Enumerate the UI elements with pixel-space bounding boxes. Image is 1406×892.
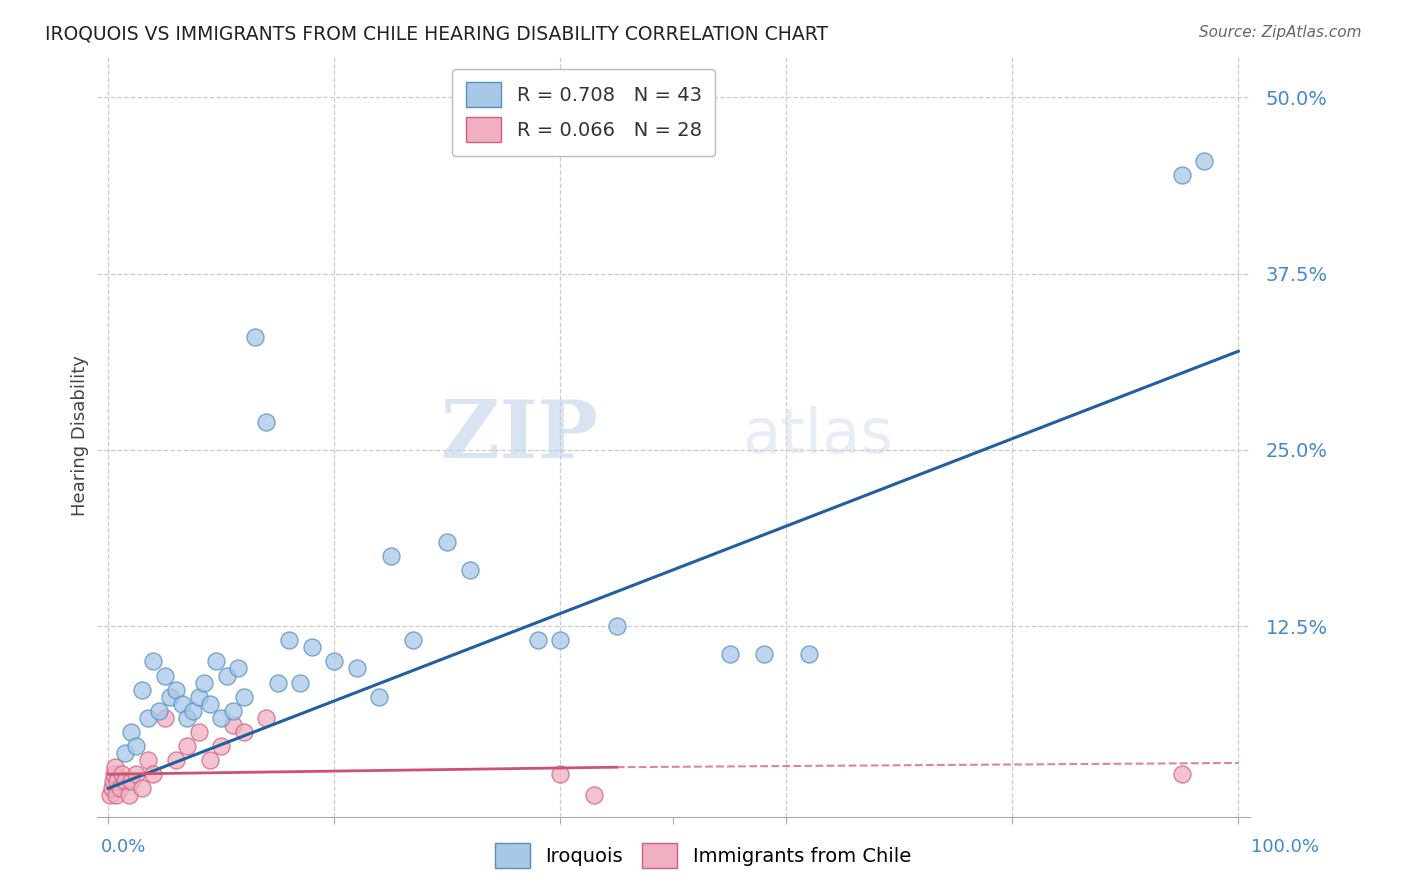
- Point: [368, 690, 391, 704]
- Legend: Iroquois, Immigrants from Chile: Iroquois, Immigrants from Chile: [485, 833, 921, 878]
- Point: [181, 704, 204, 718]
- Point: [176, 711, 198, 725]
- Point: [232, 725, 254, 739]
- Point: [198, 697, 221, 711]
- Point: [131, 781, 153, 796]
- Point: [187, 725, 209, 739]
- Point: [103, 767, 125, 781]
- Point: [125, 739, 148, 753]
- Legend: R = 0.708   N = 43, R = 0.066   N = 28: R = 0.708 N = 43, R = 0.066 N = 28: [453, 69, 716, 155]
- Point: [718, 648, 741, 662]
- Text: IROQUOIS VS IMMIGRANTS FROM CHILE HEARING DISABILITY CORRELATION CHART: IROQUOIS VS IMMIGRANTS FROM CHILE HEARIN…: [45, 25, 828, 44]
- Point: [148, 704, 170, 718]
- Point: [254, 415, 277, 429]
- Point: [125, 767, 148, 781]
- Point: [752, 648, 775, 662]
- Point: [153, 711, 176, 725]
- Point: [290, 675, 312, 690]
- Y-axis label: Hearing Disability: Hearing Disability: [72, 355, 89, 516]
- Text: ZIP: ZIP: [441, 397, 599, 475]
- Text: Source: ZipAtlas.com: Source: ZipAtlas.com: [1198, 25, 1361, 40]
- Point: [153, 668, 176, 682]
- Point: [105, 789, 128, 803]
- Point: [142, 655, 165, 669]
- Point: [301, 640, 323, 655]
- Point: [204, 655, 226, 669]
- Point: [267, 675, 290, 690]
- Point: [254, 711, 277, 725]
- Point: [193, 675, 215, 690]
- Point: [226, 661, 249, 675]
- Point: [215, 668, 238, 682]
- Point: [111, 767, 134, 781]
- Point: [221, 718, 243, 732]
- Point: [114, 774, 136, 789]
- Point: [209, 711, 232, 725]
- Point: [1171, 168, 1194, 182]
- Point: [232, 690, 254, 704]
- Point: [142, 767, 165, 781]
- Point: [346, 661, 368, 675]
- Point: [380, 549, 402, 563]
- Text: atlas: atlas: [742, 406, 893, 466]
- Point: [606, 619, 628, 633]
- Point: [198, 753, 221, 767]
- Point: [221, 704, 243, 718]
- Point: [104, 760, 127, 774]
- Point: [187, 690, 209, 704]
- Point: [100, 789, 122, 803]
- Point: [159, 690, 181, 704]
- Point: [100, 781, 122, 796]
- Point: [108, 781, 131, 796]
- Point: [548, 633, 571, 648]
- Point: [458, 563, 481, 577]
- Point: [120, 774, 142, 789]
- Point: [323, 655, 346, 669]
- Point: [209, 739, 232, 753]
- Point: [548, 767, 571, 781]
- Point: [278, 633, 301, 648]
- Point: [1171, 767, 1194, 781]
- Text: 100.0%: 100.0%: [1251, 838, 1319, 855]
- Point: [101, 774, 124, 789]
- Point: [436, 534, 458, 549]
- Point: [117, 789, 139, 803]
- Point: [136, 711, 159, 725]
- Point: [120, 725, 142, 739]
- Point: [131, 682, 153, 697]
- Point: [797, 648, 820, 662]
- Point: [526, 633, 548, 648]
- Point: [170, 697, 193, 711]
- Point: [165, 753, 187, 767]
- Point: [583, 789, 606, 803]
- Point: [1194, 153, 1216, 168]
- Point: [105, 774, 128, 789]
- Point: [176, 739, 198, 753]
- Point: [136, 753, 159, 767]
- Text: 0.0%: 0.0%: [101, 838, 146, 855]
- Point: [243, 330, 266, 344]
- Point: [114, 746, 136, 760]
- Point: [402, 633, 425, 648]
- Point: [165, 682, 187, 697]
